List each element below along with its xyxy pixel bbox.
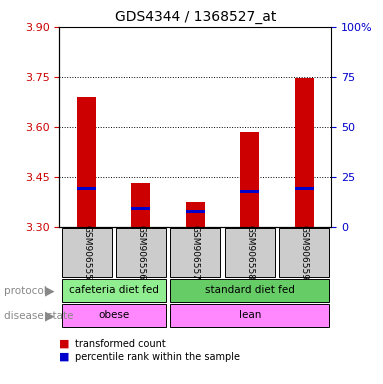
Text: GSM906556: GSM906556	[136, 225, 146, 280]
Bar	[295, 187, 314, 190]
Text: GSM906559: GSM906559	[300, 225, 309, 280]
Bar	[170, 280, 329, 302]
Text: ▶: ▶	[45, 285, 55, 297]
Bar	[77, 187, 96, 190]
Text: standard diet fed: standard diet fed	[205, 285, 295, 295]
Bar	[62, 228, 111, 277]
Text: GSM906558: GSM906558	[245, 225, 254, 280]
Bar	[116, 228, 166, 277]
Bar	[186, 210, 205, 213]
Bar	[170, 305, 329, 327]
Text: transformed count: transformed count	[75, 339, 165, 349]
Bar	[295, 78, 314, 227]
Text: obese: obese	[98, 310, 129, 320]
Text: ▶: ▶	[45, 310, 55, 322]
Bar	[77, 97, 96, 227]
Text: ■: ■	[59, 339, 70, 349]
Text: lean: lean	[239, 310, 261, 320]
Bar	[131, 207, 151, 210]
Bar	[240, 190, 259, 193]
Text: ■: ■	[59, 352, 70, 362]
Bar	[240, 132, 259, 227]
Text: GSM906557: GSM906557	[191, 225, 200, 280]
Text: protocol: protocol	[4, 286, 47, 296]
Text: percentile rank within the sample: percentile rank within the sample	[75, 352, 240, 362]
Bar	[279, 228, 329, 277]
Text: disease state: disease state	[4, 311, 73, 321]
Bar	[170, 228, 220, 277]
Bar	[131, 183, 151, 227]
Bar	[186, 202, 205, 227]
Title: GDS4344 / 1368527_at: GDS4344 / 1368527_at	[115, 10, 276, 25]
Text: cafeteria diet fed: cafeteria diet fed	[69, 285, 159, 295]
Text: GSM906555: GSM906555	[82, 225, 91, 280]
Bar	[62, 305, 166, 327]
Bar	[62, 280, 166, 302]
Bar	[225, 228, 275, 277]
